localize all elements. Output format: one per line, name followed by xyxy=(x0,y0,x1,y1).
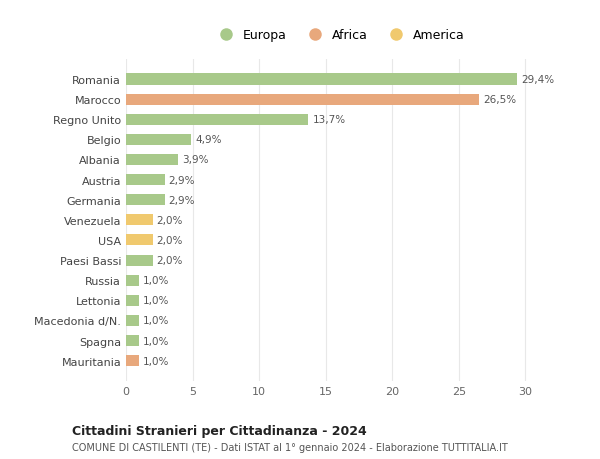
Text: 1,0%: 1,0% xyxy=(143,356,170,366)
Text: 26,5%: 26,5% xyxy=(483,95,516,105)
Bar xyxy=(126,215,152,226)
Legend: Europa, Africa, America: Europa, Africa, America xyxy=(208,24,470,47)
Text: 1,0%: 1,0% xyxy=(143,296,170,306)
Text: 2,0%: 2,0% xyxy=(157,215,183,225)
Bar xyxy=(126,355,139,366)
Text: 2,0%: 2,0% xyxy=(157,235,183,246)
Bar xyxy=(126,335,139,346)
Bar xyxy=(126,74,517,85)
Text: Cittadini Stranieri per Cittadinanza - 2024: Cittadini Stranieri per Cittadinanza - 2… xyxy=(72,425,367,437)
Bar xyxy=(126,275,139,286)
Text: 1,0%: 1,0% xyxy=(143,275,170,285)
Text: 1,0%: 1,0% xyxy=(143,316,170,326)
Bar xyxy=(126,255,152,266)
Text: 1,0%: 1,0% xyxy=(143,336,170,346)
Bar xyxy=(126,95,479,106)
Text: 2,9%: 2,9% xyxy=(169,195,195,205)
Text: 29,4%: 29,4% xyxy=(521,75,554,85)
Bar xyxy=(126,195,164,206)
Bar xyxy=(126,114,308,125)
Bar xyxy=(126,295,139,306)
Text: COMUNE DI CASTILENTI (TE) - Dati ISTAT al 1° gennaio 2024 - Elaborazione TUTTITA: COMUNE DI CASTILENTI (TE) - Dati ISTAT a… xyxy=(72,442,508,452)
Text: 13,7%: 13,7% xyxy=(313,115,346,125)
Bar xyxy=(126,315,139,326)
Bar xyxy=(126,155,178,166)
Bar xyxy=(126,174,164,186)
Text: 3,9%: 3,9% xyxy=(182,155,208,165)
Bar xyxy=(126,235,152,246)
Text: 2,0%: 2,0% xyxy=(157,256,183,265)
Bar xyxy=(126,134,191,146)
Text: 4,9%: 4,9% xyxy=(195,135,222,145)
Text: 2,9%: 2,9% xyxy=(169,175,195,185)
